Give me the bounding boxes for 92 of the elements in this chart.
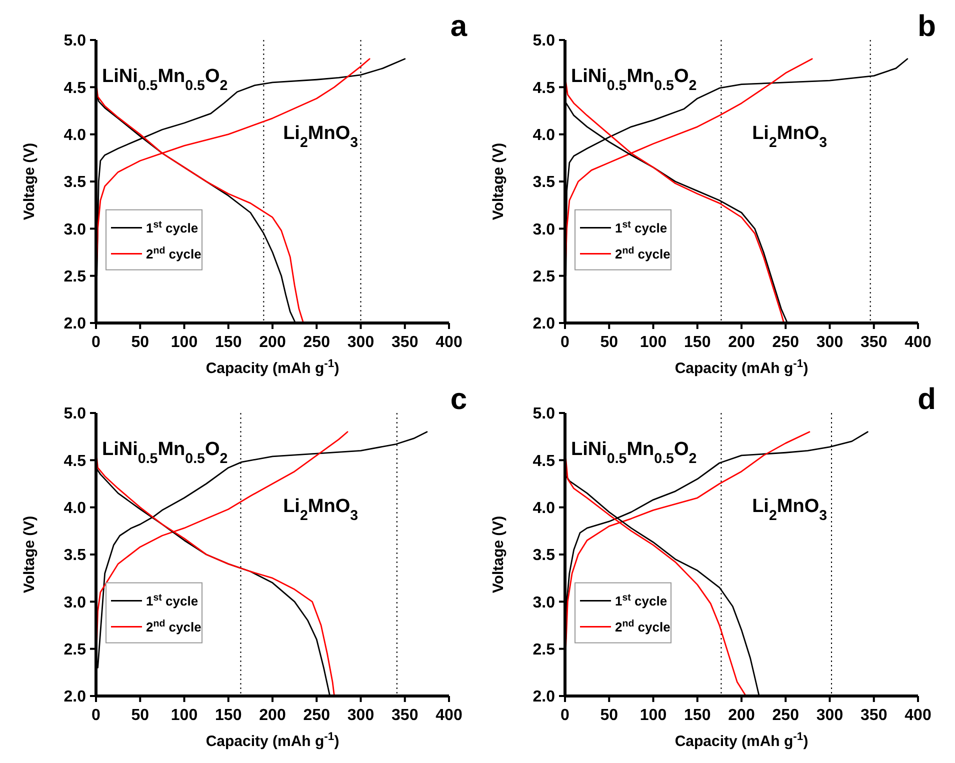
x-tick-label: 350	[392, 334, 418, 351]
text: a	[450, 10, 468, 43]
x-tick-label: 50	[131, 707, 150, 724]
y-tick-label: 4.5	[532, 80, 556, 97]
legend-label: 2$^{nd}$ cycle	[615, 244, 670, 262]
x-tick-label: 400	[436, 334, 462, 351]
y-axis-title: Voltage (V)	[490, 516, 507, 594]
y-tick-label: 3.5	[64, 547, 86, 564]
y-axis-title: Voltage (V)	[490, 142, 507, 220]
y-tick-label: 5.0	[64, 406, 86, 423]
legend-label: 1$^{st}$ cycle	[615, 592, 668, 608]
y-tick-label: 4.5	[64, 452, 86, 470]
annotation: Li$_{2}$MnO$_{3}$	[752, 123, 828, 152]
y-tick-label: 3.0	[64, 221, 86, 238]
text: c	[450, 383, 467, 416]
x-tick-label: 400	[904, 707, 932, 724]
legend-label: 1$^{st}$ cycle	[146, 218, 198, 236]
x-tick-label: 350	[860, 334, 888, 351]
legend-label: 2$^{nd}$ cycle	[615, 618, 670, 634]
y-tick-label: 5.0	[532, 406, 556, 423]
x-tick-label: 100	[640, 707, 667, 724]
x-tick-label: 50	[131, 334, 150, 351]
x-tick-label: 150	[684, 334, 711, 351]
legend-label: 1$^{st}$ cycle	[146, 592, 198, 608]
y-tick-label: 4.0	[532, 126, 556, 144]
y-tick-label: 4.0	[64, 126, 86, 144]
x-tick-label: 100	[640, 334, 667, 351]
y-tick-label: 2.5	[64, 268, 86, 286]
y-axis-title: Voltage (V)	[21, 142, 38, 220]
y-axis-title: Voltage (V)	[21, 516, 38, 594]
y-tick-label: 4.5	[64, 80, 86, 97]
annotation: LiNi$_{0.5}$Mn$_{0.5}$O$_{2}$	[571, 439, 697, 467]
y-tick-label: 2.0	[532, 316, 556, 333]
x-tick-label: 150	[215, 334, 242, 351]
annotation: b	[918, 10, 936, 43]
annotation: Li$_{2}$MnO$_{3}$	[283, 496, 358, 524]
x-axis-title: Capacity (mAh g$^{-1}$)	[206, 731, 340, 750]
x-tick-label: 300	[816, 707, 844, 724]
x-axis-title: Capacity (mAh g$^{-1}$)	[206, 358, 340, 377]
x-tick-label: 250	[303, 334, 330, 351]
x-tick-label: 0	[92, 707, 101, 724]
x-tick-label: 250	[303, 707, 330, 724]
y-tick-label: 4.0	[532, 500, 556, 517]
x-tick-label: 300	[347, 707, 374, 724]
y-tick-label: 3.0	[532, 221, 556, 238]
annotation: Li$_{2}$MnO$_{3}$	[283, 123, 358, 152]
y-tick-label: 5.0	[532, 32, 556, 50]
y-tick-label: 2.5	[532, 268, 556, 286]
x-tick-label: 350	[860, 707, 888, 724]
legend-label: 1$^{st}$ cycle	[615, 218, 668, 236]
annotation: LiNi$_{0.5}$Mn$_{0.5}$O$_{2}$	[102, 66, 228, 94]
x-tick-label: 200	[259, 334, 286, 351]
y-tick-label: 2.5	[532, 641, 556, 658]
y-tick-label: 3.5	[532, 174, 556, 192]
x-tick-label: 250	[772, 334, 800, 351]
x-tick-label: 50	[600, 707, 618, 724]
y-tick-label: 2.0	[64, 688, 86, 706]
x-tick-label: 100	[170, 707, 198, 724]
x-axis-title: Capacity (mAh g$^{-1}$)	[674, 731, 808, 750]
y-tick-label: 4.5	[532, 452, 556, 470]
x-tick-label: 0	[92, 334, 101, 351]
x-tick-label: 400	[904, 334, 932, 351]
y-tick-label: 4.0	[64, 500, 86, 517]
y-tick-label: 3.0	[532, 594, 556, 612]
y-tick-label: 2.5	[64, 641, 86, 658]
x-tick-label: 150	[684, 707, 711, 724]
x-tick-label: 150	[215, 707, 242, 724]
x-tick-label: 300	[347, 334, 374, 351]
x-tick-label: 200	[259, 707, 286, 724]
legend-label: 2$^{nd}$ cycle	[146, 244, 202, 262]
y-tick-label: 3.0	[64, 594, 86, 612]
annotation: Li$_{2}$MnO$_{3}$	[752, 496, 828, 524]
y-tick-label: 2.0	[64, 316, 86, 333]
annotation: LiNi$_{0.5}$Mn$_{0.5}$O$_{2}$	[571, 66, 697, 94]
x-tick-label: 400	[436, 707, 462, 724]
x-tick-label: 100	[170, 334, 198, 351]
x-axis-title: Capacity (mAh g$^{-1}$)	[674, 358, 808, 377]
x-tick-label: 300	[816, 334, 844, 351]
x-tick-label: 350	[392, 707, 418, 724]
x-tick-label: 0	[560, 707, 570, 724]
y-tick-label: 3.5	[532, 547, 556, 564]
x-tick-label: 200	[728, 334, 755, 351]
x-tick-label: 0	[560, 334, 570, 351]
y-tick-label: 3.5	[64, 174, 86, 192]
y-tick-label: 5.0	[64, 32, 86, 50]
legend-label: 2$^{nd}$ cycle	[146, 618, 202, 634]
x-tick-label: 200	[728, 707, 755, 724]
annotation: LiNi$_{0.5}$Mn$_{0.5}$O$_{2}$	[102, 439, 228, 467]
x-tick-label: 250	[772, 707, 800, 724]
annotation: d	[918, 383, 936, 416]
x-tick-label: 50	[600, 334, 618, 351]
y-tick-label: 2.0	[532, 688, 556, 706]
